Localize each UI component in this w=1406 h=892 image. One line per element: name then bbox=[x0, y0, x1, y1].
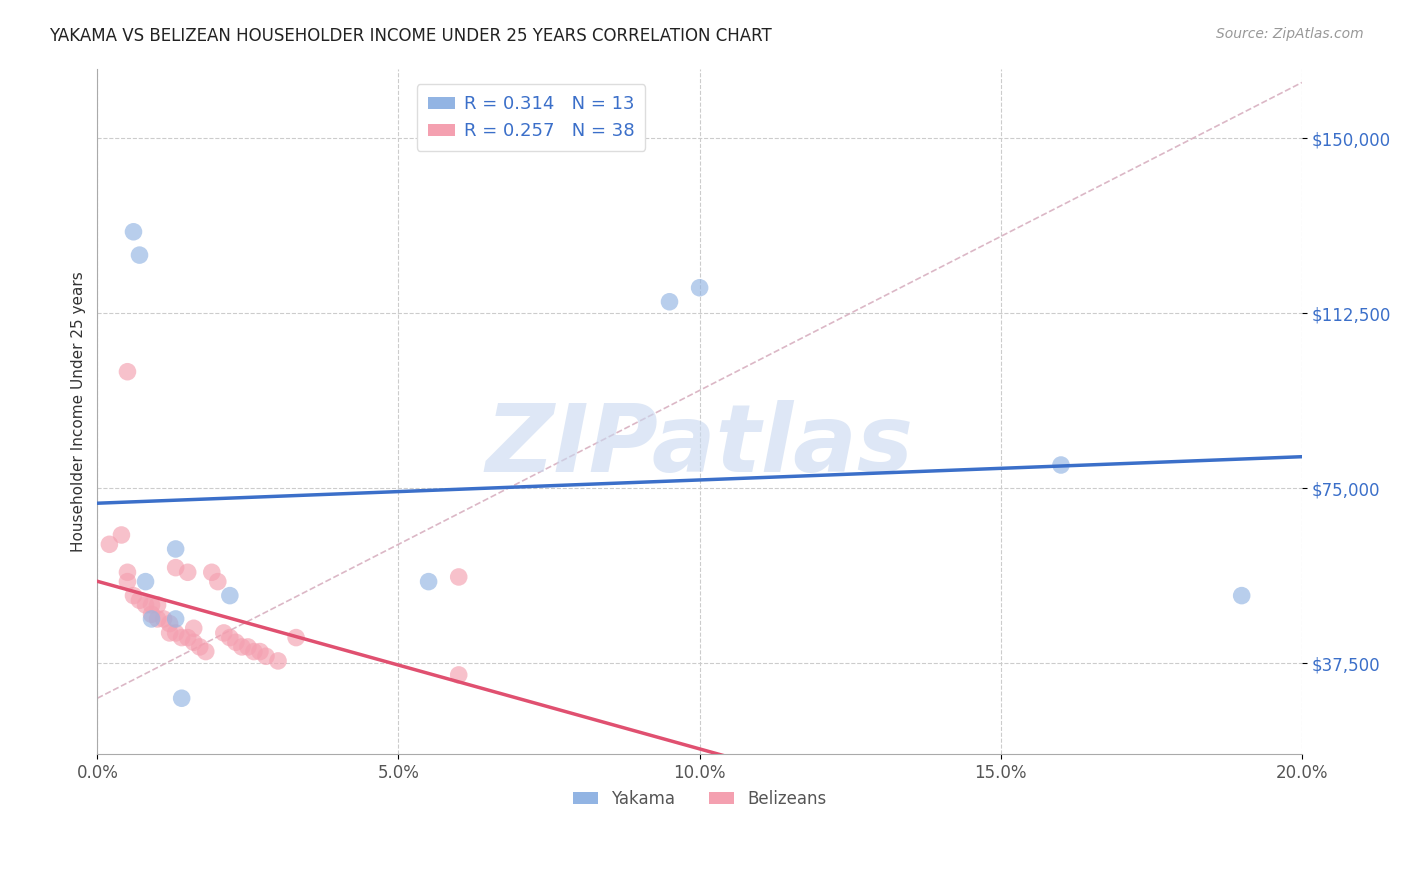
Point bbox=[218, 589, 240, 603]
Point bbox=[146, 612, 169, 626]
Point bbox=[447, 570, 470, 584]
Point bbox=[165, 560, 187, 574]
Text: Source: ZipAtlas.com: Source: ZipAtlas.com bbox=[1216, 27, 1364, 41]
Point bbox=[658, 294, 681, 309]
Point bbox=[128, 248, 150, 262]
Point bbox=[159, 626, 181, 640]
Point bbox=[236, 640, 259, 654]
Point bbox=[110, 528, 132, 542]
Text: YAKAMA VS BELIZEAN HOUSEHOLDER INCOME UNDER 25 YEARS CORRELATION CHART: YAKAMA VS BELIZEAN HOUSEHOLDER INCOME UN… bbox=[49, 27, 772, 45]
Point bbox=[141, 598, 163, 612]
Point bbox=[285, 631, 308, 645]
Point bbox=[194, 644, 217, 658]
Point bbox=[254, 649, 277, 664]
Point bbox=[218, 631, 240, 645]
Point bbox=[267, 654, 290, 668]
Point bbox=[152, 612, 174, 626]
Point bbox=[122, 225, 145, 239]
Legend: Yakama, Belizeans: Yakama, Belizeans bbox=[567, 783, 832, 814]
Point bbox=[183, 621, 205, 635]
Point bbox=[165, 541, 187, 556]
Point bbox=[249, 644, 271, 658]
Point bbox=[1230, 589, 1253, 603]
Point bbox=[231, 640, 253, 654]
Point bbox=[128, 593, 150, 607]
Point bbox=[117, 574, 139, 589]
Text: ZIPatlas: ZIPatlas bbox=[485, 400, 914, 491]
Point bbox=[183, 635, 205, 649]
Point bbox=[165, 612, 187, 626]
Point bbox=[207, 574, 229, 589]
Point bbox=[188, 640, 211, 654]
Point bbox=[1050, 458, 1073, 472]
Point bbox=[159, 616, 181, 631]
Point bbox=[212, 626, 235, 640]
Point bbox=[418, 574, 440, 589]
Point bbox=[176, 631, 198, 645]
Point bbox=[447, 668, 470, 682]
Point bbox=[165, 626, 187, 640]
Point bbox=[117, 566, 139, 580]
Point bbox=[243, 644, 266, 658]
Point bbox=[141, 607, 163, 622]
Point bbox=[98, 537, 121, 551]
Point bbox=[170, 631, 193, 645]
Point bbox=[225, 635, 247, 649]
Point bbox=[689, 281, 711, 295]
Point bbox=[141, 612, 163, 626]
Point bbox=[117, 365, 139, 379]
Point bbox=[201, 566, 224, 580]
Point bbox=[122, 589, 145, 603]
Point bbox=[146, 598, 169, 612]
Point bbox=[135, 598, 157, 612]
Point bbox=[170, 691, 193, 706]
Y-axis label: Householder Income Under 25 years: Householder Income Under 25 years bbox=[72, 271, 86, 552]
Point bbox=[176, 566, 198, 580]
Point bbox=[135, 574, 157, 589]
